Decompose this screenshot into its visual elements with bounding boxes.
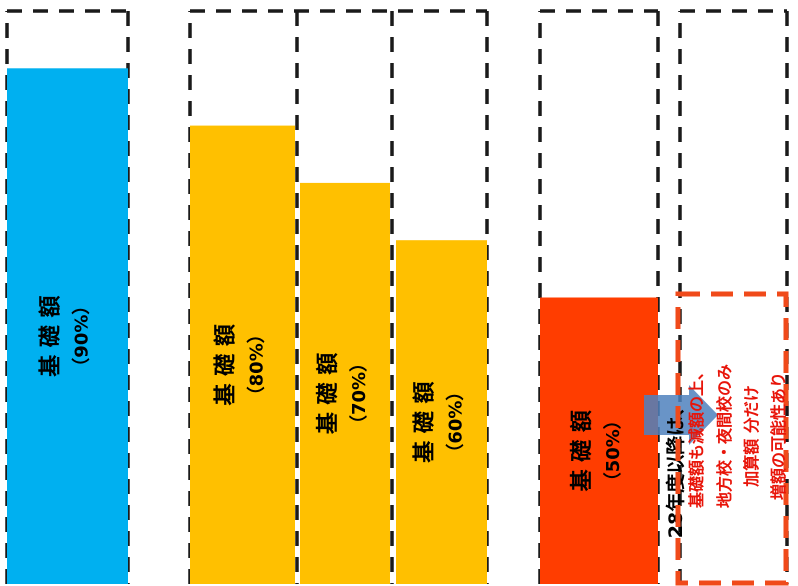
bar-label-group: 基 礎 額 （90%） (38, 295, 93, 376)
bar-pct-label: （50%） (603, 411, 624, 490)
arrow-label: 28年度以降は、 (664, 398, 687, 538)
arrow-group: 28年度以降は、 (644, 385, 718, 538)
bar-70 (300, 182, 390, 584)
bar-label-group: 基 礎 額 （50%） (569, 410, 624, 491)
note-line-group: 地方校・夜間校のみ (715, 364, 734, 508)
note-box (675, 291, 789, 586)
note-line: 加算額 分だけ (742, 385, 761, 488)
bar-pct-label: （90%） (72, 297, 93, 376)
bar-pct-label: （70%） (349, 354, 370, 433)
bar-base-label: 基 礎 額 (38, 295, 64, 376)
bar-base-label: 基 礎 額 (412, 381, 438, 462)
arrow-label-group: 28年度以降は、 (664, 398, 687, 538)
bar-90 (7, 68, 128, 585)
bar-label-group: 基 礎 額 （60%） (412, 381, 467, 462)
note-line-group: 加算額 分だけ (742, 385, 761, 488)
note-line: 地方校・夜間校のみ (715, 364, 734, 508)
bar-base-label: 基 礎 額 (569, 410, 595, 491)
note-group: 基礎額も減額の上、 地方校・夜間校のみ 加算額 分だけ 増額の可能性あり (675, 291, 789, 586)
note-line-group: 基礎額も減額の上、 (687, 364, 706, 509)
bar-50 (540, 297, 658, 584)
note-line: 基礎額も減額の上、 (687, 364, 706, 509)
bar-base-label: 基 礎 額 (315, 353, 341, 434)
note-line-group: 増額の可能性あり (769, 372, 788, 500)
bar-label-group: 基 礎 額 （70%） (315, 353, 370, 434)
bar-60 (396, 240, 487, 584)
bar-group (7, 68, 658, 585)
bar-label-group: 基 礎 額 （80%） (213, 324, 268, 405)
bar-base-label: 基 礎 額 (213, 324, 239, 405)
note-line: 増額の可能性あり (769, 372, 788, 500)
bar-80 (190, 125, 295, 584)
bar-pct-label: （80%） (247, 325, 268, 404)
transition-arrow (644, 385, 718, 445)
label-group: 基 礎 額 （90%） 基 礎 額 （80%） 基 礎 額 （70%） 基 礎 額 （60%）… (38, 295, 625, 491)
bar-pct-label: （60%） (446, 383, 467, 462)
